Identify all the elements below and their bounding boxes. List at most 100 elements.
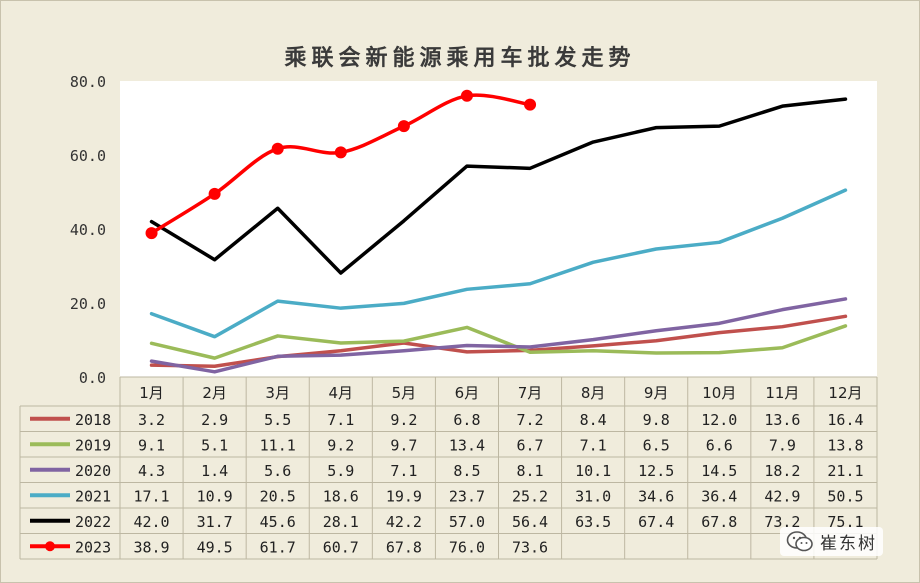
data-label: 45.6 [260,513,296,531]
x-tick-label: 5月 [392,384,417,402]
data-label: 60.7 [323,538,359,556]
data-label: 42.9 [764,487,800,505]
data-label: 67.8 [701,513,737,531]
data-label: 31.7 [197,513,233,531]
data-label: 57.0 [449,513,485,531]
legend-entry: 2023 [75,538,111,556]
data-label: 36.4 [701,487,737,505]
data-label: 1.4 [201,462,228,480]
watermark: 崔东树 [780,527,883,556]
data-label: 8.4 [580,411,607,429]
data-label: 42.2 [386,513,422,531]
data-point-2023 [397,120,410,133]
data-label: 18.2 [764,462,800,480]
data-label: 9.2 [390,411,417,429]
data-label: 73.6 [512,538,548,556]
legend-entry: 2018 [75,411,111,429]
data-label: 21.1 [827,462,863,480]
x-tick-label: 3月 [265,384,290,402]
data-point-2023 [271,142,284,155]
series-line-2020 [149,297,848,374]
x-tick-label: 8月 [581,384,606,402]
data-label: 34.6 [638,487,674,505]
data-table: 1月 2月 3月 4月 5月 6月 7月 8月 9月 10月 11月 12月 2018 3.2 2.9 5.5… [19,376,878,560]
data-label: 2.9 [201,411,228,429]
plot-area [120,81,877,377]
wechat-icon [786,530,813,551]
data-label: 12.0 [701,411,737,429]
data-label: 10.1 [575,462,611,480]
data-point-2023 [524,98,537,111]
data-label: 11.1 [260,436,296,454]
y-tick-label: 60.0 [70,147,106,165]
y-axis: 0.0 20.0 40.0 60.0 80.0 [70,73,106,387]
legend-entry: 2019 [75,436,111,454]
legend-entry: 2022 [75,513,111,531]
x-tick-label: 10月 [702,384,736,402]
data-label: 73.2 [764,513,800,531]
data-label: 6.7 [516,436,543,454]
data-label: 18.6 [323,487,359,505]
data-label: 9.8 [643,411,670,429]
data-label: 28.1 [323,513,359,531]
data-label: 16.4 [827,411,863,429]
data-label: 23.7 [449,487,485,505]
data-label: 6.8 [453,411,480,429]
data-label: 20.5 [260,487,296,505]
data-label: 76.0 [449,538,485,556]
data-label: 6.5 [643,436,670,454]
data-label: 17.1 [133,487,169,505]
series-line-2021 [149,188,848,339]
data-label: 61.7 [260,538,296,556]
data-label: 9.7 [390,436,417,454]
x-tick-label: 7月 [518,384,543,402]
data-label: 19.9 [386,487,422,505]
data-label: 9.2 [327,436,354,454]
data-label: 56.4 [512,513,548,531]
data-label: 14.5 [701,462,737,480]
data-label: 7.9 [769,436,796,454]
x-tick-label: 6月 [455,384,480,402]
x-tick-label: 1月 [139,384,164,402]
data-label: 9.1 [138,436,165,454]
data-point-2023 [460,89,473,102]
data-label: 6.6 [706,436,733,454]
data-label: 7.2 [516,411,543,429]
data-label: 7.1 [390,462,417,480]
series-line-2022 [149,97,848,275]
series-lines [145,89,848,374]
data-label: 12.5 [638,462,674,480]
data-label: 67.4 [638,513,674,531]
data-label: 67.8 [386,538,422,556]
data-point-2023 [334,146,347,159]
y-tick-label: 40.0 [70,221,106,239]
data-label: 7.1 [327,411,354,429]
data-label: 13.8 [827,436,863,454]
x-tick-label: 9月 [644,384,669,402]
data-label: 7.1 [580,436,607,454]
data-label: 31.0 [575,487,611,505]
x-tick-label: 12月 [828,384,862,402]
data-label: 5.9 [327,462,354,480]
chart-title: 乘联会新能源乘用车批发走势 [284,46,636,71]
x-tick-label: 11月 [765,384,799,402]
data-label: 42.0 [133,513,169,531]
y-tick-label: 20.0 [70,295,106,313]
data-label: 10.9 [197,487,233,505]
data-label: 13.6 [764,411,800,429]
legend-entry: 2020 [75,462,111,480]
watermark-text: 崔东树 [820,534,877,554]
data-label: 13.4 [449,436,485,454]
data-label: 25.2 [512,487,548,505]
y-tick-label: 80.0 [70,73,106,91]
data-label: 8.5 [453,462,480,480]
data-label: 4.3 [138,462,165,480]
data-label: 75.1 [827,513,863,531]
data-label: 3.2 [138,411,165,429]
data-point-2023 [145,227,158,240]
y-tick-label: 0.0 [79,369,106,387]
data-label: 50.5 [827,487,863,505]
data-label: 49.5 [197,538,233,556]
data-label: 38.9 [133,538,169,556]
